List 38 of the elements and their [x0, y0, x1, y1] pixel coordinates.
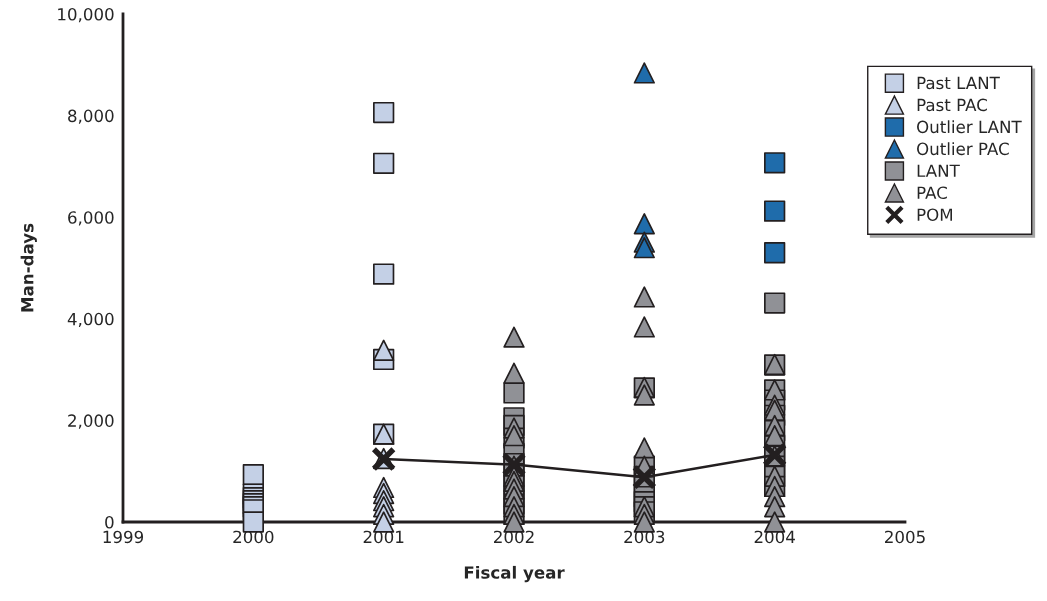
point [633, 384, 655, 406]
legend-label: Past PAC [917, 98, 987, 112]
y-tick-label: 10,000 [58, 7, 114, 23]
point [764, 242, 786, 264]
x-axis-title: Fiscal year [464, 565, 565, 583]
point [764, 424, 786, 447]
point [373, 263, 395, 285]
point [503, 382, 525, 404]
point [633, 213, 655, 235]
point [503, 362, 525, 384]
point [764, 399, 786, 421]
legend-label: Outlier LANT [917, 120, 1022, 134]
y-tick-label: 0 [105, 515, 114, 529]
legend-label: PAC [917, 186, 947, 200]
point [633, 237, 655, 259]
legend-label: LANT [917, 164, 960, 177]
legend-label: Past LANT [917, 76, 1000, 90]
point [764, 292, 786, 314]
point [373, 339, 395, 361]
y-tick-label: 6,000 [68, 211, 114, 226]
legend-label: Outlier PAC [917, 142, 1009, 156]
point [633, 316, 655, 338]
point [633, 62, 655, 84]
y-tick-label: 2,000 [68, 414, 114, 429]
y-axis-title: Man-days [20, 223, 37, 312]
point [373, 152, 395, 175]
x-tick-label: 2001 [363, 530, 404, 544]
point [633, 437, 655, 459]
y-tick-label: 8,000 [68, 109, 114, 124]
x-tick-label: 1999 [103, 530, 144, 544]
point [633, 286, 655, 308]
y-tick-label: 4,000 [67, 312, 114, 328]
point [764, 200, 786, 222]
legend-label: POM [917, 208, 952, 222]
point [764, 152, 786, 174]
point [373, 101, 395, 124]
point [503, 326, 525, 348]
x-tick-label: 2005 [885, 530, 925, 544]
